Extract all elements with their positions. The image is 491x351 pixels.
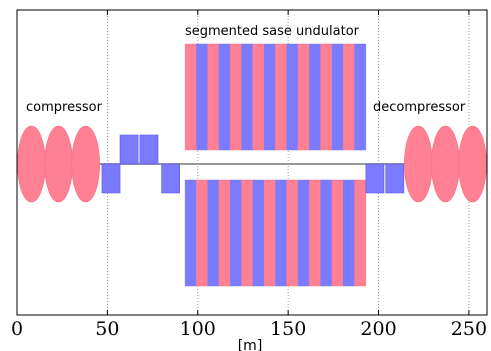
decompressor-lens	[404, 125, 433, 203]
undulator-lower-bar	[354, 179, 367, 287]
undulator-lower-bar	[207, 179, 220, 287]
undulator-lower-bar	[275, 179, 288, 287]
chicane-magnet	[161, 163, 180, 194]
undulator-lower-bar	[196, 179, 208, 287]
chicane-magnet	[365, 163, 385, 194]
decompressor-label: decompressor	[373, 100, 466, 115]
chicane-magnet	[385, 163, 405, 194]
undulator-lower-bar	[309, 179, 321, 287]
undulator-lower-bar	[331, 179, 344, 287]
chicane-magnet	[101, 163, 121, 194]
x-tick-label: 0	[11, 318, 23, 340]
x-tick-label: 150	[270, 318, 306, 340]
undulator-upper-bar	[286, 43, 299, 151]
undulator-upper-bar	[218, 43, 231, 151]
undulator-lower-segment	[184, 179, 367, 287]
chicane-magnets	[101, 134, 405, 194]
decompressor-ellipses	[404, 125, 487, 203]
x-tick-label: 50	[95, 318, 119, 340]
compressor-lens	[44, 125, 73, 203]
x-axis-label: [m]	[238, 338, 263, 351]
x-axis-ticks: 0 50 100 150 200 250	[11, 10, 487, 340]
chicane-magnet	[119, 134, 139, 165]
undulator-upper-bar	[241, 43, 254, 151]
undulator-lower-bar	[343, 179, 355, 287]
undulator-label: segmented sase undulator	[185, 24, 360, 39]
undulator-upper-bar	[263, 43, 276, 151]
undulator-upper-bar	[343, 43, 355, 151]
decompressor-lens	[458, 125, 487, 203]
compressor-lens	[17, 125, 46, 203]
undulator-upper-bar	[331, 43, 344, 151]
plot-frame	[16, 9, 488, 316]
undulator-upper-segment	[184, 43, 367, 151]
x-tick-label: 100	[180, 318, 216, 340]
undulator-upper-bar	[184, 43, 197, 151]
undulator-upper-bar	[207, 43, 220, 151]
undulator-upper-bar	[320, 43, 333, 151]
compressor-lens	[71, 125, 100, 203]
undulator-lower-bar	[252, 179, 265, 287]
undulator-lower-bar	[241, 179, 254, 287]
decompressor-lens	[431, 125, 460, 203]
x-tick-label: 250	[451, 318, 487, 340]
compressor-ellipses	[17, 125, 100, 203]
undulator-lower-bar	[218, 179, 231, 287]
undulator-upper-bar	[252, 43, 265, 151]
x-tick-label: 200	[360, 318, 396, 340]
compressor-label: compressor	[26, 100, 103, 115]
undulator-lower-bar	[230, 179, 242, 287]
undulator-upper-bar	[230, 43, 242, 151]
undulator-upper-bar	[196, 43, 208, 151]
chicane-magnet	[139, 134, 159, 165]
undulator-lower-bar	[320, 179, 333, 287]
undulator-lower-bar	[184, 179, 197, 287]
undulator-lower-bar	[297, 179, 310, 287]
undulator-upper-bar	[275, 43, 288, 151]
undulator-upper-bar	[354, 43, 367, 151]
undulator-upper-bar	[297, 43, 310, 151]
undulator-upper-bar	[309, 43, 321, 151]
undulator-lower-bar	[286, 179, 299, 287]
undulator-lower-bar	[263, 179, 276, 287]
